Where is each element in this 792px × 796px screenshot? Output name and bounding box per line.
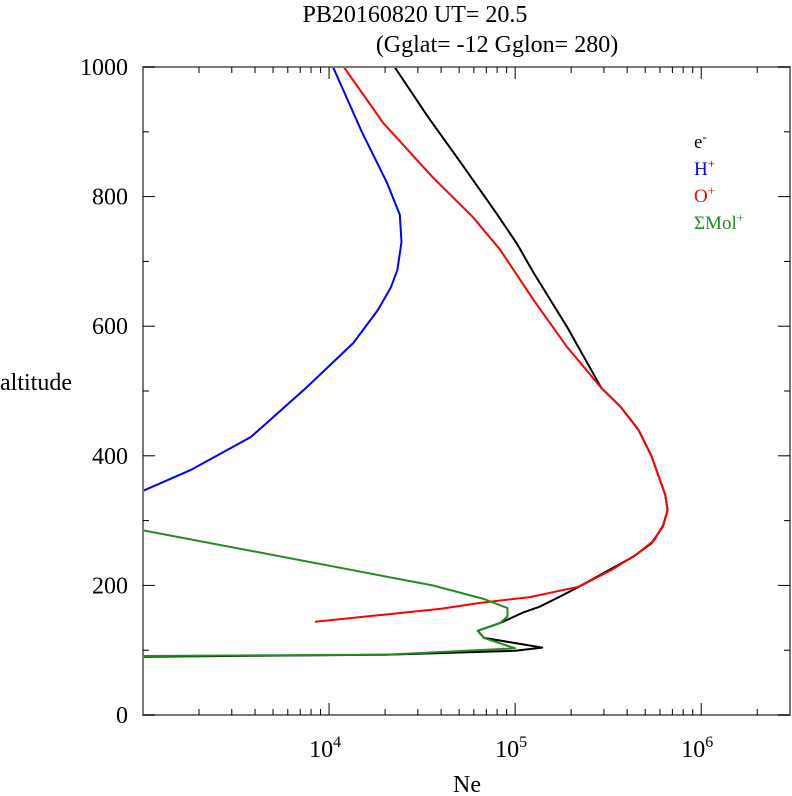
chart-title: PB20160820 UT= 20.5 (Gglat= -12 Gglon= 2… [303,2,619,58]
y-tick-label: 400 [92,444,128,470]
legend-entry-0: e- [694,129,707,153]
series-layer [143,67,669,658]
y-tick-label: 800 [92,185,128,211]
x-tick-label: 105 [495,734,527,763]
plot-frame [142,66,791,716]
legend-label-sup: + [708,183,715,198]
x-tick-label-exp: 5 [519,734,527,751]
x-tick-label: 106 [681,734,713,763]
y-tick-label: 0 [116,703,128,729]
legend-entry-3: ΣMol+ [694,210,744,234]
x-tick-label-exp: 4 [333,734,341,751]
legend-entry-1: H+ [694,156,715,180]
legend-label: e [694,132,702,153]
series-line-0 [143,67,669,658]
series-line-1 [143,67,403,492]
title-line-1: PB20160820 UT= 20.5 [303,2,528,28]
x-tick-label: 104 [309,734,341,763]
x-tick-label-base: 10 [495,737,519,763]
legend-label: ΣMol [694,213,737,234]
y-tick-label: 200 [92,573,128,599]
x-tick-label-exp: 6 [705,734,713,751]
legend-label-sup: + [737,210,744,225]
legend-label: H [694,159,708,180]
legend-entry-2: O+ [694,183,715,207]
legend: e-H+O+ΣMol+ [694,129,744,234]
y-tick-label: 600 [92,314,128,340]
y-axis-label: altitude [0,370,72,396]
x-axis-label: Ne [453,772,481,796]
series-line-2 [314,67,669,623]
series-line-3 [143,529,517,657]
y-tick-label: 1000 [80,55,128,81]
legend-label: O [694,186,708,207]
legend-label-sup: - [702,129,706,144]
legend-label-sup: + [708,156,715,171]
title-line-2: (Gglat= -12 Gglon= 280) [376,32,618,58]
x-tick-label-base: 10 [681,737,705,763]
x-tick-label-base: 10 [309,737,333,763]
